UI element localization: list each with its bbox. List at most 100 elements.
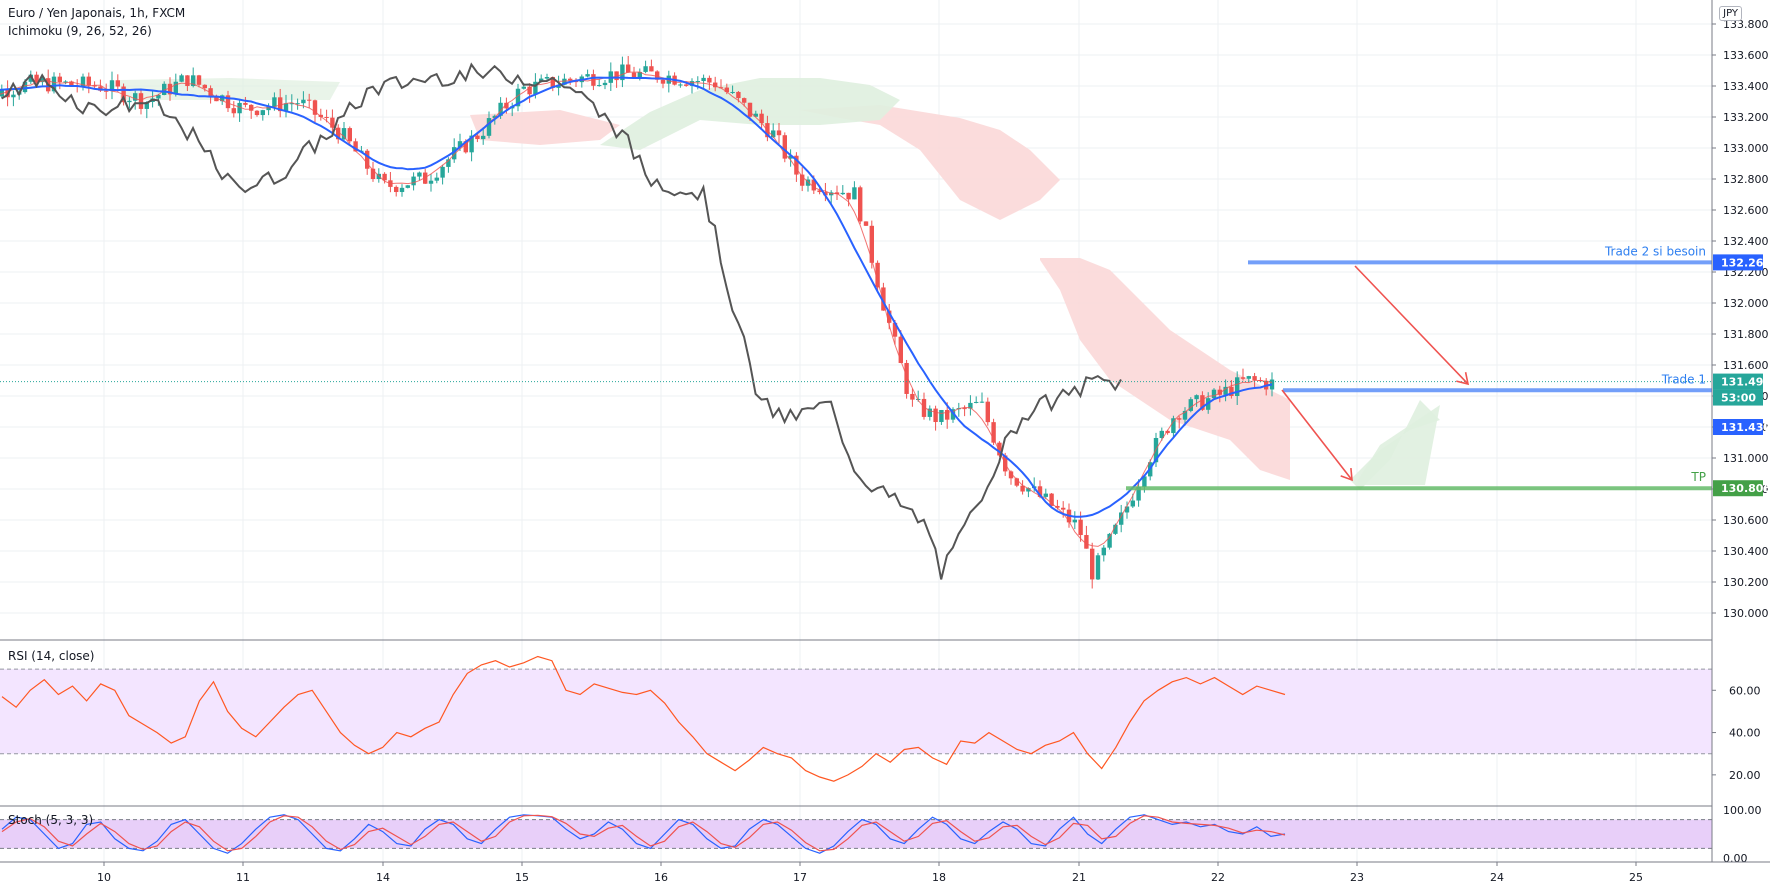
candle-body	[568, 78, 573, 81]
candle-body	[167, 83, 173, 95]
candle-body	[382, 173, 387, 181]
candle-body	[782, 135, 787, 159]
candle-body	[1020, 485, 1025, 492]
candle-body	[1182, 410, 1188, 420]
price-tag-current[interactable]	[1713, 373, 1763, 390]
price-tag-countdown[interactable]	[1713, 389, 1763, 406]
candle-body	[237, 102, 242, 114]
candle-body	[249, 104, 254, 111]
time-tick-label: 15	[515, 871, 529, 884]
price-tag-trade1[interactable]	[1713, 419, 1763, 435]
stoch-d-line	[1, 814, 1286, 852]
candle-body	[394, 186, 399, 193]
ichimoku-cloud-bear	[800, 105, 1060, 220]
candle-body	[40, 78, 45, 83]
candle-body	[109, 80, 115, 92]
candle-body	[939, 409, 944, 423]
price-tick-label: 130.600	[1723, 514, 1769, 527]
candle-body	[840, 192, 845, 195]
price-tick-label: 131.000	[1723, 452, 1769, 465]
candle-body	[631, 72, 637, 78]
candle-body	[162, 83, 167, 95]
candle-body	[196, 75, 202, 85]
candle-body	[1223, 386, 1228, 395]
rsi-label[interactable]: RSI (14, close)	[8, 649, 95, 663]
candle-body	[324, 116, 329, 118]
price-tick-label: 133.200	[1723, 111, 1769, 124]
time-tick-label: 24	[1490, 871, 1504, 884]
rsi-tick-label: 20.00	[1729, 769, 1761, 782]
candle-body	[1078, 519, 1083, 536]
candle-body	[892, 322, 898, 337]
price-tag-trade2[interactable]	[1713, 254, 1763, 271]
candle-body	[1049, 493, 1054, 506]
price-tick-label: 133.800	[1723, 18, 1769, 31]
time-tick-label: 23	[1350, 871, 1364, 884]
candle-body	[585, 74, 590, 77]
candle-body	[492, 115, 497, 119]
candle-body	[138, 93, 144, 109]
candle-body	[1165, 430, 1170, 434]
candle-body	[1188, 399, 1193, 411]
candle-body	[69, 81, 74, 86]
stoch-label[interactable]: Stoch (5, 3, 3)	[8, 813, 94, 827]
arrow-trade2-to-trade1-head	[1456, 372, 1470, 386]
stoch-k-line	[1, 814, 1286, 854]
stoch-tick-label: 0.00	[1723, 852, 1748, 865]
ichimoku-label[interactable]: Ichimoku (9, 26, 52, 26)	[8, 24, 152, 38]
candle-body	[1200, 395, 1205, 410]
currency-badge[interactable]: JPY	[1719, 6, 1742, 21]
candle-body	[452, 147, 457, 160]
candle-body	[272, 97, 277, 107]
candle-body	[34, 74, 39, 83]
candle-body	[104, 90, 109, 92]
level-label: Trade 2 si besoin	[1604, 244, 1706, 258]
candle-body	[1072, 519, 1077, 523]
candle-body	[28, 74, 33, 82]
candle-body	[1107, 533, 1112, 548]
candle-body	[1008, 471, 1014, 479]
price-tag-tp[interactable]	[1713, 480, 1763, 497]
candle-body	[399, 187, 405, 193]
rsi-line	[1, 655, 1286, 782]
candle-body	[747, 102, 753, 117]
candle-body	[295, 103, 300, 105]
candle-body	[1136, 486, 1141, 501]
candle-body	[260, 110, 265, 116]
time-tick-label: 18	[932, 871, 946, 884]
candle-body	[1171, 418, 1176, 434]
candle-body	[202, 84, 207, 89]
candle-body	[544, 76, 550, 79]
candle-body	[1113, 524, 1118, 534]
time-tick-label: 11	[236, 871, 250, 884]
candle-body	[597, 85, 602, 87]
candle-body	[498, 102, 503, 116]
candle-body	[863, 221, 869, 226]
candle-body	[689, 81, 695, 86]
candle-body	[945, 409, 950, 420]
candle-body	[997, 442, 1002, 456]
price-tick-label: 131.600	[1723, 359, 1769, 372]
price-tag-label: 53:00	[1721, 392, 1756, 405]
candle-body	[1142, 476, 1147, 487]
candle-body	[365, 150, 370, 169]
candle-body	[962, 408, 967, 410]
candle-body	[904, 362, 909, 394]
candle-body	[910, 393, 915, 400]
candle-body	[1194, 395, 1199, 400]
candle-body	[921, 398, 927, 417]
candle-body	[701, 77, 706, 82]
candle-body	[1246, 376, 1251, 379]
rsi-tick-label: 40.00	[1729, 727, 1761, 740]
price-tick-label: 130.400	[1723, 545, 1769, 558]
candle-body	[225, 95, 231, 109]
candle-body	[278, 97, 283, 112]
candle-body	[643, 66, 648, 72]
candle-body	[283, 103, 289, 112]
candle-body	[823, 192, 828, 196]
candle-body	[1124, 506, 1130, 513]
candle-body	[649, 66, 654, 72]
candle-body	[1240, 377, 1246, 379]
candle-body	[614, 71, 619, 81]
